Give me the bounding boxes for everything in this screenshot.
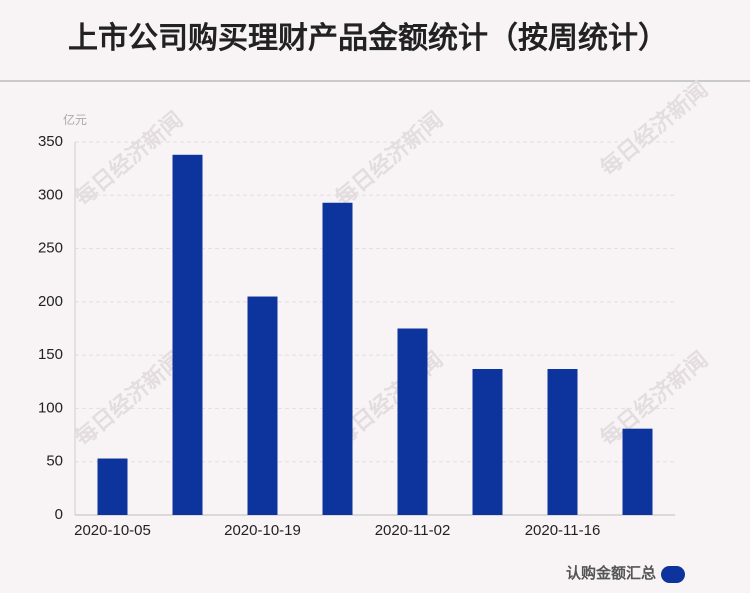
x-tick-label: 2020-11-16 (525, 522, 601, 539)
y-tick-label: 250 (38, 240, 63, 257)
x-tick-label: 2020-11-02 (375, 522, 451, 539)
bar (472, 368, 503, 515)
legend-swatch (661, 566, 685, 583)
bar (247, 296, 278, 515)
x-tick-label: 2020-10-19 (224, 522, 301, 539)
bar (547, 368, 578, 515)
legend-label: 认购金额汇总 (566, 564, 656, 582)
y-tick-label: 50 (46, 453, 63, 470)
chart-title: 上市公司购买理财产品金额统计（按周统计） (68, 21, 668, 55)
x-tick-label: 2020-10-05 (74, 522, 151, 539)
bar (172, 154, 203, 515)
bar (397, 328, 428, 515)
y-unit: 亿元 (63, 112, 87, 127)
bar (322, 202, 353, 515)
y-tick-label: 150 (38, 346, 63, 363)
bar (622, 428, 653, 515)
y-tick-label: 300 (38, 186, 63, 203)
bar (97, 458, 128, 515)
y-tick-label: 350 (38, 133, 63, 150)
y-tick-label: 200 (38, 293, 63, 310)
y-tick-label: 0 (55, 506, 63, 523)
y-tick-label: 100 (38, 399, 63, 416)
